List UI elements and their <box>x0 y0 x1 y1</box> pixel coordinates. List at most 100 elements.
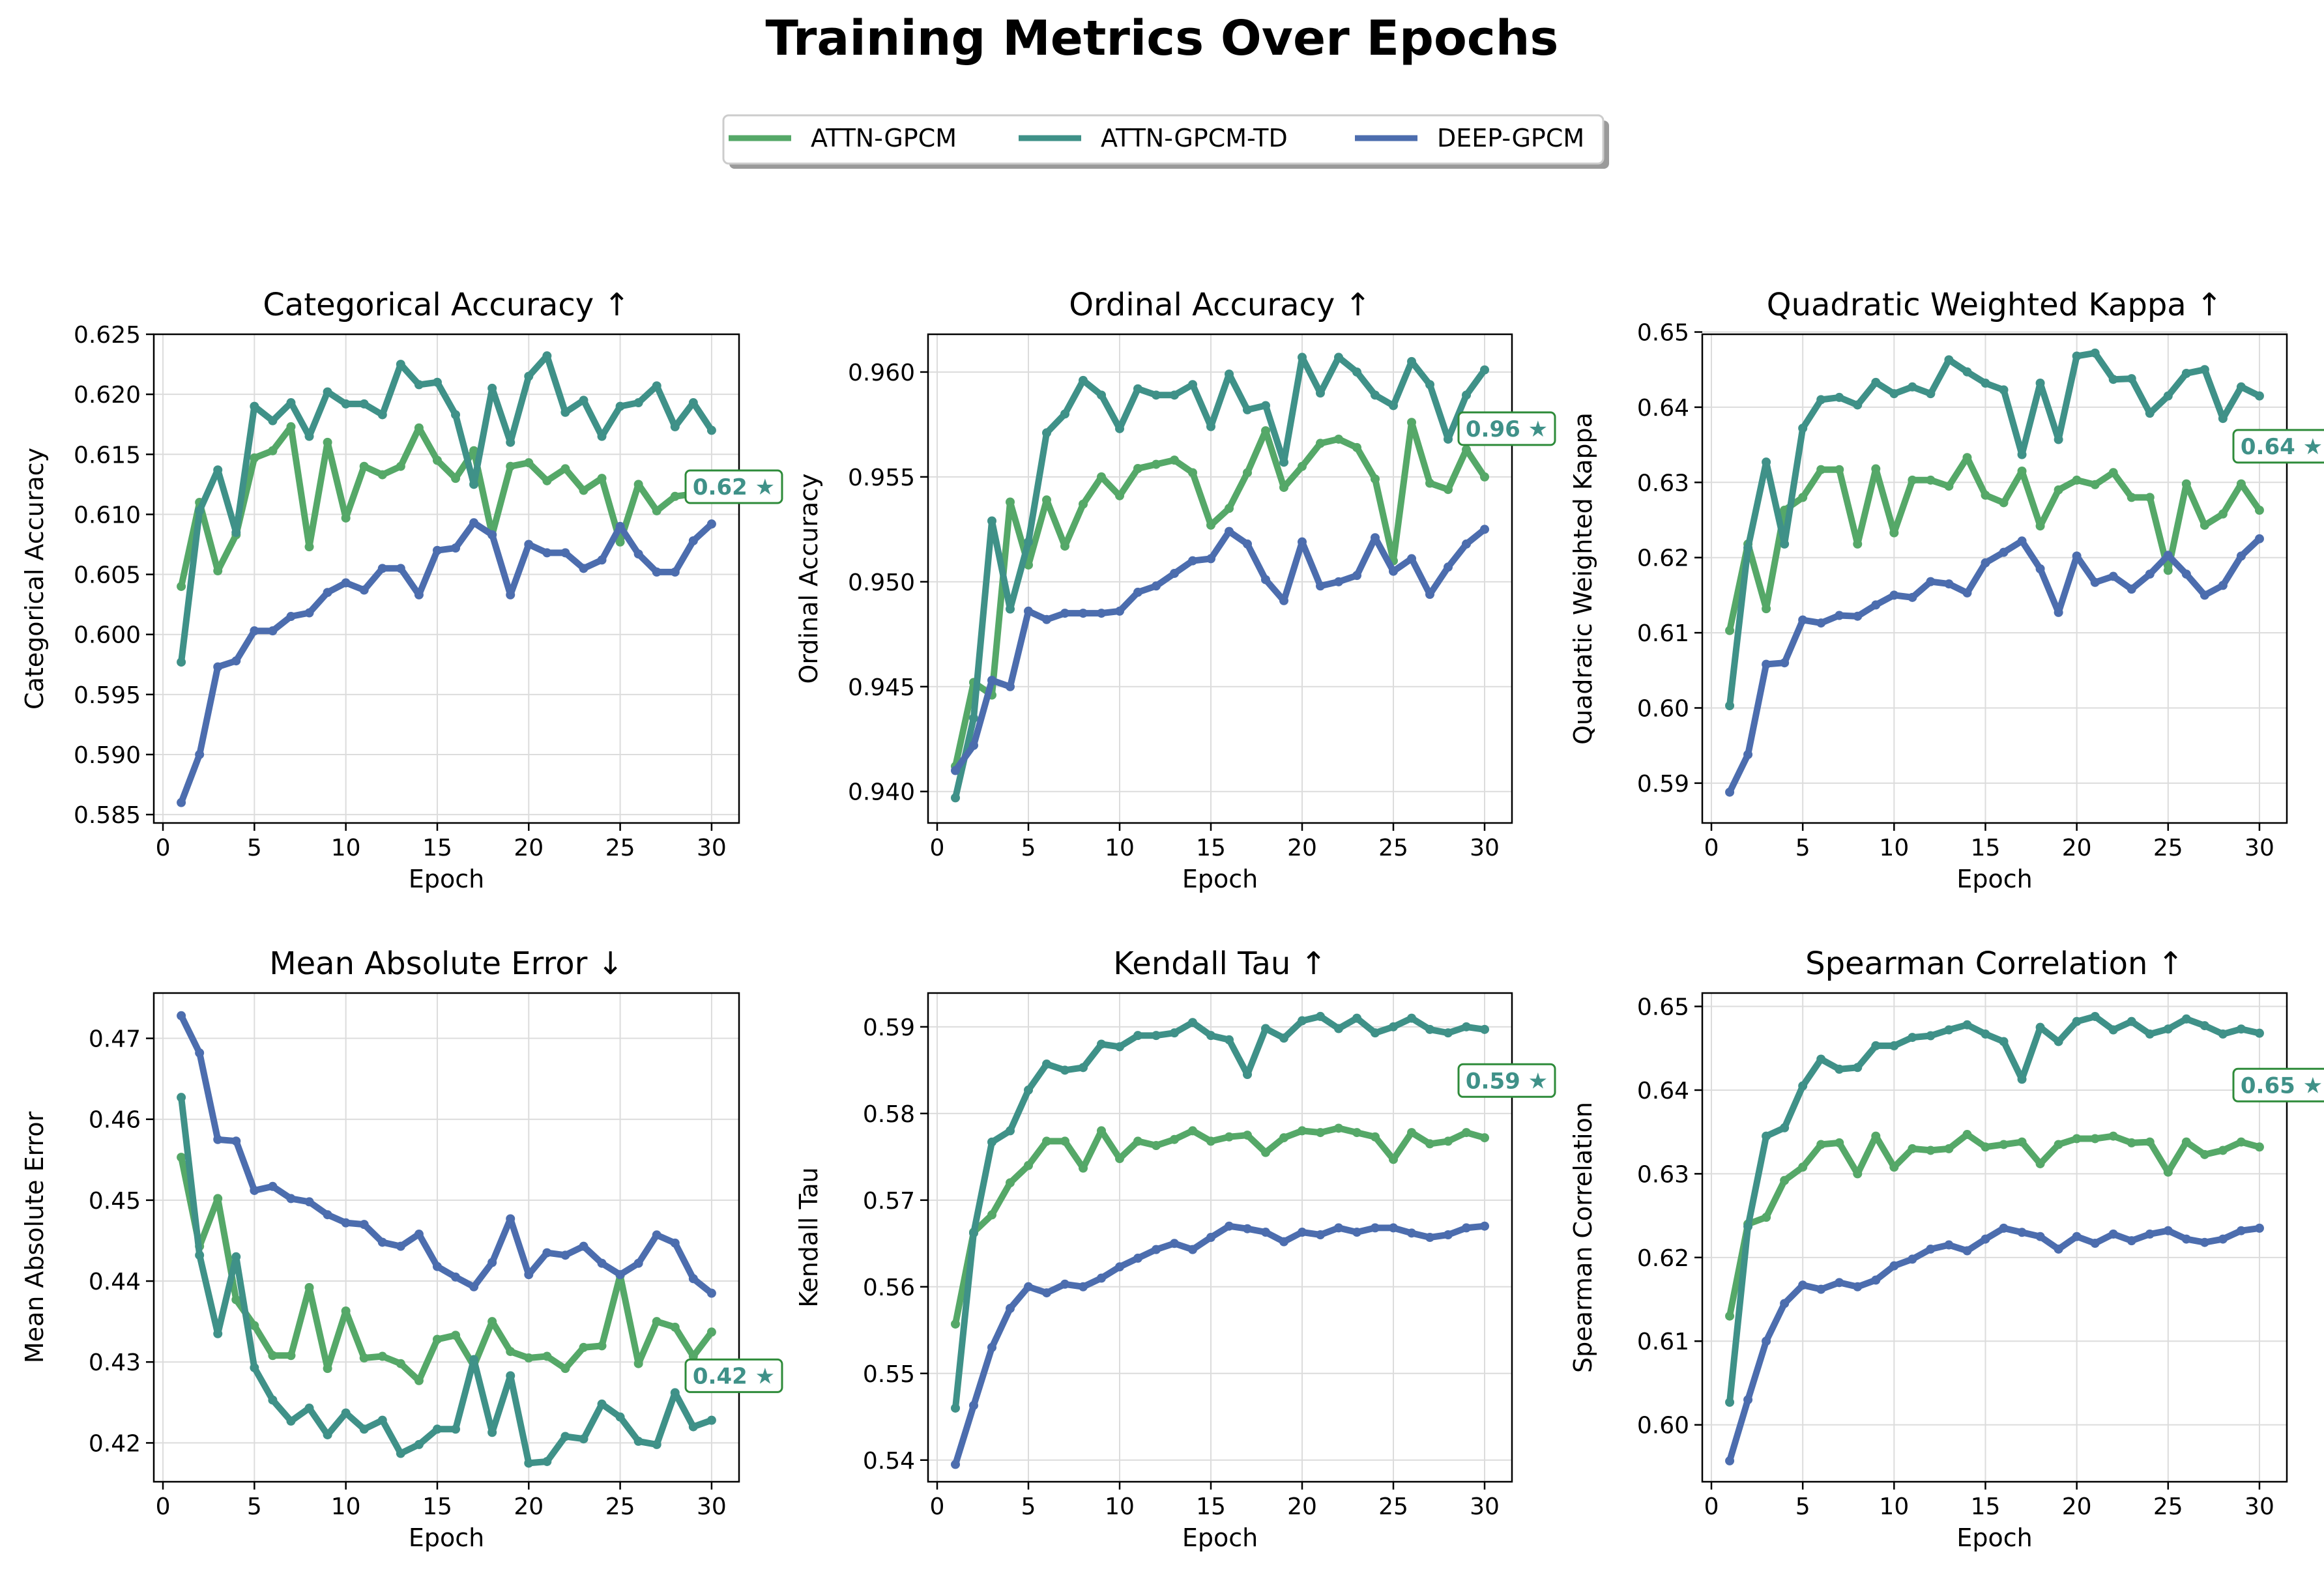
data-point <box>706 1415 716 1425</box>
x-tick-label: 10 <box>331 835 361 861</box>
y-tick-label: 0.45 <box>89 1188 141 1215</box>
data-point <box>542 548 552 558</box>
data-point <box>1371 390 1380 400</box>
y-tick-label: 0.600 <box>74 622 141 649</box>
x-tick-label: 15 <box>1196 1493 1226 1520</box>
data-point <box>1908 1033 1917 1043</box>
data-point <box>432 1262 442 1271</box>
data-point <box>323 437 332 447</box>
data-point <box>1371 533 1380 543</box>
data-point <box>1962 588 1972 598</box>
data-point <box>1407 1228 1416 1238</box>
data-point <box>2035 1159 2045 1168</box>
data-point <box>268 1351 278 1361</box>
data-point <box>597 1341 607 1351</box>
data-point <box>2145 493 2155 502</box>
data-point <box>213 566 223 576</box>
data-point <box>1981 379 1990 388</box>
data-point <box>2200 1149 2209 1159</box>
data-point <box>524 371 534 381</box>
x-tick-label: 30 <box>1470 835 1500 861</box>
data-point <box>1243 539 1252 549</box>
data-point <box>2017 1228 2027 1237</box>
y-tick-label: 0.57 <box>863 1188 915 1215</box>
data-point <box>1853 611 1863 621</box>
data-point <box>469 1355 479 1364</box>
data-point <box>250 401 259 411</box>
data-point <box>250 626 259 636</box>
data-point <box>1352 367 1361 377</box>
data-point <box>2236 1024 2246 1034</box>
data-point <box>451 410 461 420</box>
data-point <box>1999 498 2009 508</box>
data-point <box>987 1210 996 1220</box>
data-point <box>1133 1031 1142 1041</box>
data-point <box>542 476 552 485</box>
data-point <box>432 377 442 387</box>
data-point <box>1908 1144 1917 1153</box>
x-axis-label: Epoch <box>409 865 484 893</box>
data-point <box>2181 1234 2191 1244</box>
data-point <box>2163 551 2173 560</box>
data-point <box>1389 1223 1398 1233</box>
data-point <box>2127 1016 2136 1026</box>
data-point <box>670 1322 680 1332</box>
x-axis-label: Epoch <box>1182 1523 1258 1552</box>
data-point <box>1743 1395 1753 1405</box>
y-axis-label: Quadratic Weighted Kappa <box>1569 412 1597 745</box>
data-point <box>268 626 278 636</box>
data-point <box>1152 1141 1161 1151</box>
data-point <box>1944 1025 1954 1035</box>
data-point <box>1962 1130 1972 1140</box>
x-axis-label: Epoch <box>1956 865 2032 893</box>
data-point <box>1962 1246 1972 1256</box>
data-point <box>1316 1011 1325 1021</box>
data-point <box>706 1327 716 1337</box>
data-point <box>359 585 369 595</box>
data-point <box>1780 1299 1790 1308</box>
data-point <box>633 1436 643 1446</box>
data-point <box>1279 596 1288 605</box>
data-point <box>1371 474 1380 484</box>
best-value-badge: 0.64 ★ <box>2232 429 2324 464</box>
data-point <box>579 564 588 573</box>
data-point <box>2072 351 2082 361</box>
data-point <box>1462 1022 1471 1031</box>
data-point <box>1225 504 1234 513</box>
data-point <box>615 1270 625 1280</box>
data-point <box>2145 1137 2155 1147</box>
series-line-attn-gpcm-td <box>1726 349 2263 709</box>
legend-label-attn-gpcm: ATTN-GPCM <box>811 124 957 152</box>
data-point <box>1725 787 1735 797</box>
data-point <box>231 1252 241 1262</box>
x-tick-label: 30 <box>1470 1493 1500 1520</box>
data-point <box>2127 584 2136 594</box>
data-point <box>1444 1028 1453 1038</box>
legend-label-attn-gpcm-td: ATTN-GPCM-TD <box>1101 124 1288 152</box>
data-point <box>213 1134 223 1144</box>
series-line-attn-gpcm-td <box>952 1013 1488 1411</box>
data-point <box>2181 479 2191 489</box>
data-point <box>1407 356 1416 366</box>
badge-label: 0.59 ★ <box>1466 1068 1548 1094</box>
data-point <box>2236 479 2246 489</box>
x-tick-label: 25 <box>1378 835 1408 861</box>
data-point <box>1060 1136 1069 1146</box>
data-point <box>1889 1162 1899 1172</box>
data-point <box>1871 1131 1881 1141</box>
data-point <box>1225 1035 1234 1045</box>
data-point <box>286 1416 296 1426</box>
data-point <box>951 766 960 775</box>
x-tick-label: 25 <box>1378 1493 1408 1520</box>
data-point <box>1188 1018 1197 1028</box>
data-point <box>1853 1282 1863 1291</box>
data-point <box>487 530 497 540</box>
x-tick-label: 20 <box>514 1493 544 1520</box>
data-point <box>341 399 351 409</box>
data-point <box>323 588 332 598</box>
data-point <box>414 1439 424 1449</box>
data-point <box>2035 521 2045 531</box>
data-point <box>2054 1140 2063 1149</box>
data-point <box>231 1136 241 1146</box>
x-tick-label: 5 <box>1021 1493 1036 1520</box>
